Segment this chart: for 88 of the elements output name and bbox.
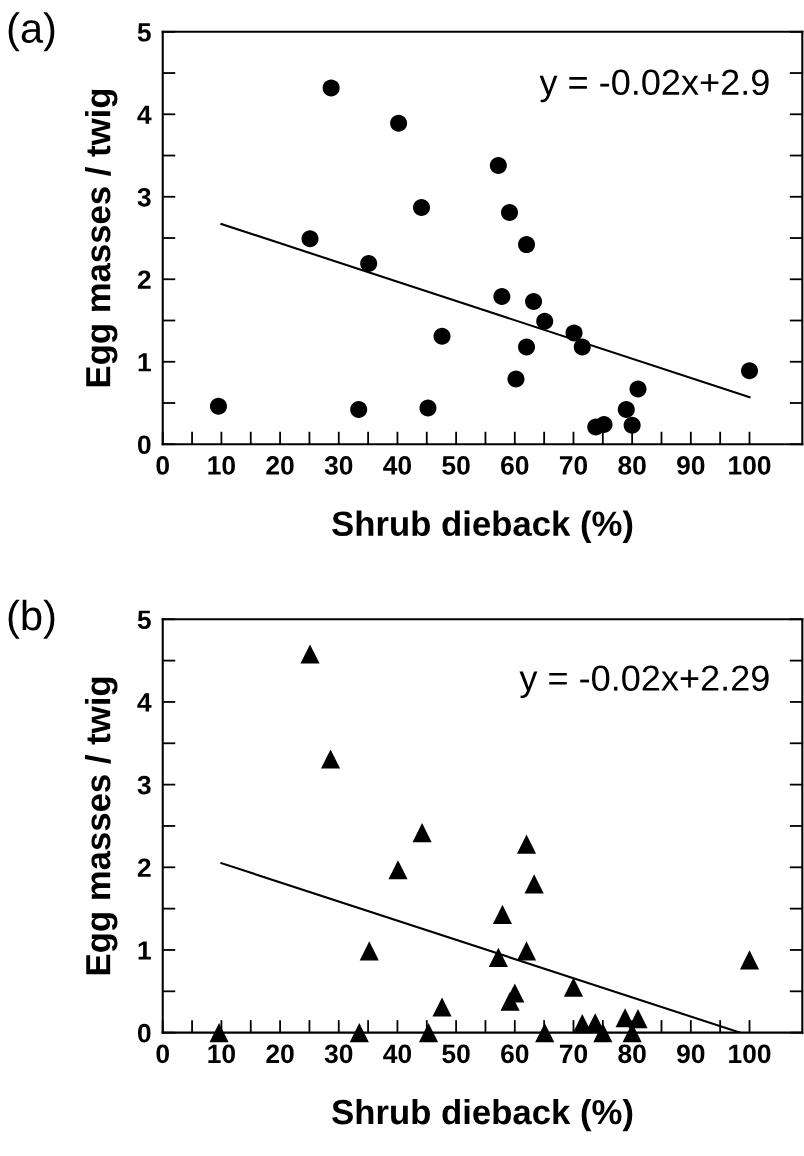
x-tick-label: 20 bbox=[266, 1044, 294, 1064]
point bbox=[418, 1023, 439, 1043]
point bbox=[322, 79, 340, 97]
point bbox=[524, 874, 544, 894]
x-tick-label: 10 bbox=[208, 456, 235, 475]
x-tick-label: 100 bbox=[729, 1044, 771, 1064]
point bbox=[629, 380, 647, 398]
y-axis-title: Egg masses / twig bbox=[84, 89, 118, 387]
y-tick-label: 3 bbox=[137, 775, 151, 795]
point bbox=[595, 415, 613, 433]
point bbox=[360, 255, 378, 273]
point bbox=[489, 156, 507, 174]
point bbox=[320, 749, 341, 769]
y-axis-title: Egg masses / twig bbox=[84, 677, 118, 975]
y-tick-label: 4 bbox=[137, 693, 152, 712]
point bbox=[359, 941, 379, 961]
point bbox=[488, 947, 508, 967]
point bbox=[390, 114, 408, 132]
x-tick-label: 70 bbox=[559, 456, 588, 475]
point bbox=[350, 401, 368, 419]
y-tick-label: 2 bbox=[137, 270, 151, 289]
point bbox=[536, 312, 554, 330]
annotation: y = -0.02x+2.9 bbox=[539, 69, 769, 103]
point bbox=[593, 1023, 613, 1043]
y-tick-label: 5 bbox=[137, 23, 151, 42]
x-axis-title: Shrub dieback (%) bbox=[332, 1098, 633, 1132]
point bbox=[516, 941, 537, 961]
x-axis-title: Shrub dieback (%) bbox=[332, 510, 633, 543]
point bbox=[565, 324, 583, 342]
point bbox=[573, 338, 591, 356]
point bbox=[525, 293, 543, 311]
point bbox=[432, 997, 452, 1017]
x-tick-label: 100 bbox=[729, 456, 771, 475]
x-tick-label: 0 bbox=[156, 1044, 169, 1064]
point bbox=[388, 860, 408, 880]
x-tick-label: 60 bbox=[501, 456, 529, 475]
point bbox=[301, 230, 319, 248]
y-tick-label: 2 bbox=[137, 858, 151, 877]
x-tick-label: 90 bbox=[677, 456, 705, 475]
point bbox=[628, 1009, 648, 1029]
x-tick-label: 40 bbox=[383, 1044, 412, 1064]
chart-title: (a) bbox=[8, 12, 55, 52]
point bbox=[739, 950, 760, 970]
x-tick-label: 50 bbox=[442, 456, 470, 475]
point bbox=[349, 1023, 369, 1043]
point bbox=[615, 1008, 635, 1028]
point bbox=[209, 397, 227, 415]
point bbox=[433, 327, 451, 345]
point bbox=[492, 904, 513, 924]
point bbox=[617, 401, 635, 419]
chart-title: (b) bbox=[8, 599, 55, 639]
y-tick-label: 1 bbox=[138, 941, 151, 960]
y-tick-label: 0 bbox=[137, 1023, 151, 1043]
point bbox=[507, 370, 525, 388]
point bbox=[563, 977, 584, 997]
point bbox=[419, 399, 437, 417]
point bbox=[535, 1023, 555, 1043]
x-tick-label: 0 bbox=[156, 456, 169, 475]
point bbox=[518, 338, 536, 356]
x-tick-label: 10 bbox=[208, 1044, 235, 1064]
point bbox=[516, 834, 537, 854]
annotation: y = -0.02x+2.29 bbox=[519, 665, 769, 699]
point bbox=[741, 362, 759, 380]
point bbox=[572, 1013, 592, 1034]
x-tick-label: 40 bbox=[383, 456, 412, 475]
y-tick-label: 0 bbox=[137, 435, 151, 455]
x-tick-label: 80 bbox=[618, 1044, 646, 1064]
point bbox=[412, 823, 432, 843]
point bbox=[501, 203, 519, 221]
point bbox=[518, 236, 536, 254]
x-tick-label: 30 bbox=[324, 1044, 353, 1064]
x-tick-label: 70 bbox=[559, 1044, 588, 1064]
x-tick-label: 60 bbox=[501, 1044, 529, 1064]
point bbox=[300, 644, 320, 664]
y-tick-label: 5 bbox=[137, 610, 151, 630]
x-tick-label: 50 bbox=[442, 1044, 470, 1064]
x-tick-label: 30 bbox=[324, 456, 353, 475]
y-tick-label: 4 bbox=[137, 105, 152, 124]
point bbox=[209, 1023, 229, 1043]
point bbox=[623, 416, 641, 434]
x-tick-label: 80 bbox=[618, 456, 646, 475]
point bbox=[493, 288, 511, 306]
point bbox=[500, 991, 520, 1011]
point bbox=[412, 198, 430, 216]
y-tick-label: 1 bbox=[138, 353, 151, 372]
y-tick-label: 3 bbox=[137, 187, 151, 207]
x-tick-label: 20 bbox=[266, 456, 294, 475]
x-tick-label: 90 bbox=[677, 1044, 705, 1064]
